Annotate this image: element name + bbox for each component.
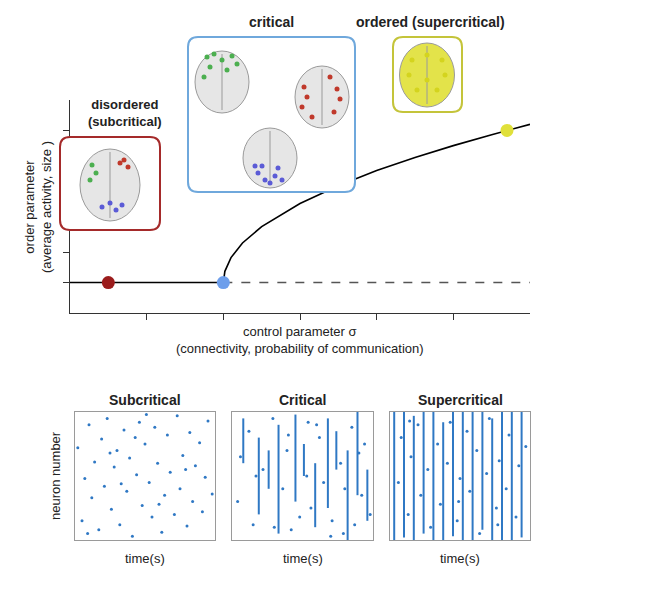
svg-text:time(s): time(s) [283, 551, 323, 566]
svg-text:neuron number: neuron number [48, 431, 63, 520]
svg-text:order parameter(average activi: order parameter(average activity, size ) [22, 141, 54, 273]
svg-text:critical: critical [249, 14, 294, 30]
svg-text:control parameter σ(connectivi: control parameter σ(connectivity, probab… [176, 324, 424, 356]
svg-text:time(s): time(s) [440, 551, 480, 566]
svg-text:Subcritical: Subcritical [109, 392, 181, 408]
svg-text:disordered(subcritical): disordered(subcritical) [88, 97, 162, 129]
svg-text:ordered (supercritical): ordered (supercritical) [356, 14, 505, 30]
svg-text:Critical: Critical [279, 392, 326, 408]
svg-text:time(s): time(s) [125, 551, 165, 566]
svg-text:Supercritical: Supercritical [418, 392, 503, 408]
